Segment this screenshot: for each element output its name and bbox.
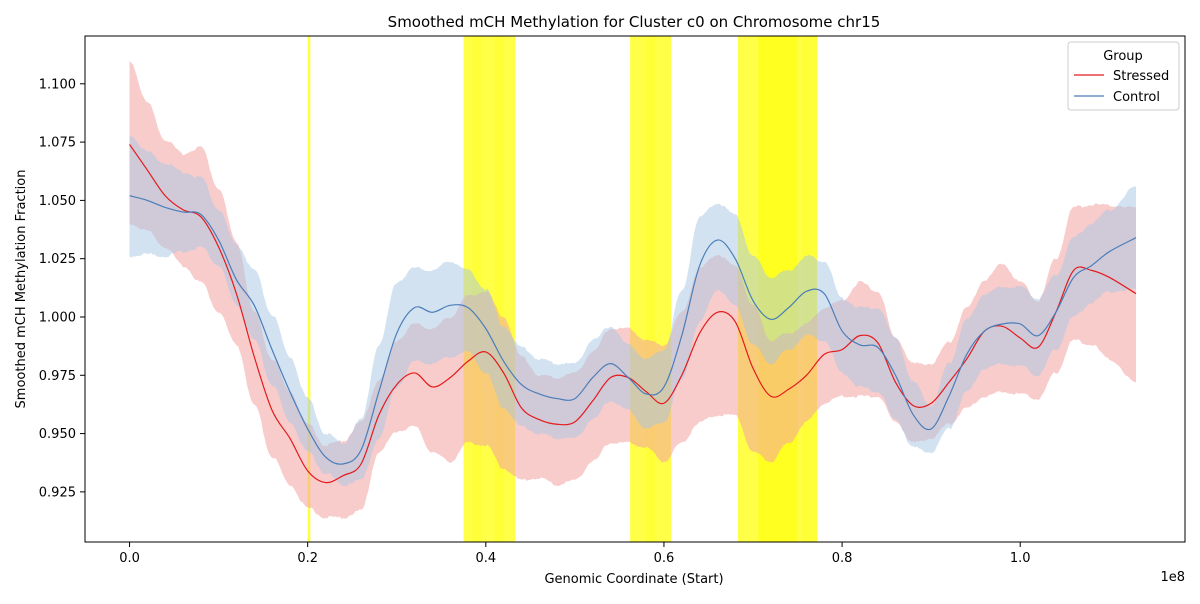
legend-label-control: Control: [1113, 90, 1160, 105]
x-tick-label-1: 0.2: [297, 551, 318, 566]
x-tick-label-4: 0.8: [832, 551, 853, 566]
legend-box: [1067, 41, 1180, 111]
x-axis-offset-label: 1e8: [1160, 570, 1185, 585]
y-axis: 0.925 0.950 0.975 1.000 1.025 1.050 1.075 1.100: [39, 77, 85, 500]
y-tick-label-1: 0.950: [39, 427, 76, 442]
y-tick-label-5: 1.050: [39, 194, 76, 209]
x-tick-label-2: 0.4: [475, 551, 496, 566]
legend: Group Stressed Control: [1067, 41, 1180, 111]
x-tick-label-0: 0.0: [119, 551, 140, 566]
y-tick-label-0: 0.925: [39, 485, 76, 500]
highlight-region-5: [646, 36, 656, 542]
x-axis: 0.0 0.2 0.4 0.6 0.8 1.0: [119, 542, 1031, 566]
band-control: [129, 135, 1137, 487]
x-tick-label-3: 0.6: [654, 551, 675, 566]
x-tick-label-5: 1.0: [1010, 551, 1031, 566]
y-tick-label-3: 1.000: [39, 310, 76, 325]
y-tick-label-7: 1.100: [39, 77, 76, 92]
y-axis-label: Smoothed mCH Methylation Fraction: [14, 170, 29, 409]
y-tick-label-2: 0.975: [39, 369, 76, 384]
legend-label-stressed: Stressed: [1113, 69, 1169, 84]
y-tick-label-4: 1.025: [39, 252, 76, 267]
series-lines: [129, 144, 1137, 484]
x-axis-label: Genomic Coordinate (Start): [544, 572, 723, 587]
y-tick-label-6: 1.075: [39, 136, 76, 151]
legend-title: Group: [1103, 49, 1143, 64]
highlight-region-3: [494, 36, 504, 542]
highlight-region-0: [307, 36, 311, 542]
chart-title: Smoothed mCH Methylation for Cluster c0 …: [388, 13, 881, 31]
plot-frame: [84, 35, 1186, 543]
line-control: [129, 195, 1137, 465]
confidence-bands: [129, 60, 1137, 520]
